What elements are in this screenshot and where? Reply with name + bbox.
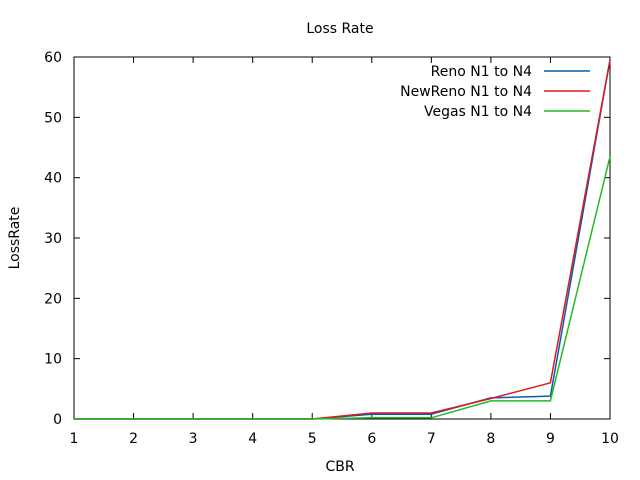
x-tick-label: 7 <box>427 431 436 447</box>
x-tick-label: 2 <box>129 431 138 447</box>
series-lines <box>73 59 611 420</box>
x-tick-label: 4 <box>248 431 257 447</box>
x-tick-label: 3 <box>189 431 198 447</box>
legend-label-1: NewReno N1 to N4 <box>400 84 532 100</box>
x-tick-label: 1 <box>70 431 79 447</box>
x-tick-label: 6 <box>367 431 376 447</box>
chart-title: Loss Rate <box>306 21 373 37</box>
y-tick-label: 50 <box>44 110 62 126</box>
legend-label-2: Vegas N1 to N4 <box>424 104 532 120</box>
y-tick-label: 60 <box>44 50 62 66</box>
y-tick-label: 20 <box>44 291 62 307</box>
y-tick-label: 30 <box>44 231 62 247</box>
x-tick-label: 8 <box>486 431 495 447</box>
x-tick-label: 10 <box>601 431 619 447</box>
x-axis-label: CBR <box>325 459 354 475</box>
x-tick-label: 9 <box>546 431 555 447</box>
y-tick-label: 0 <box>53 412 62 428</box>
y-tick-label: 10 <box>44 352 62 368</box>
legend-label-0: Reno N1 to N4 <box>431 64 532 80</box>
y-tick-label: 40 <box>44 171 62 187</box>
y-axis-label: LossRate <box>7 207 23 270</box>
x-tick-label: 5 <box>308 431 317 447</box>
series-line-2 <box>74 156 611 420</box>
legend: Reno N1 to N4 NewReno N1 to N4 Vegas N1 to… <box>400 64 590 120</box>
axis-ticks: 1 2 3 4 5 6 7 8 9 10 0 10 20 30 40 50 60 <box>44 50 619 447</box>
